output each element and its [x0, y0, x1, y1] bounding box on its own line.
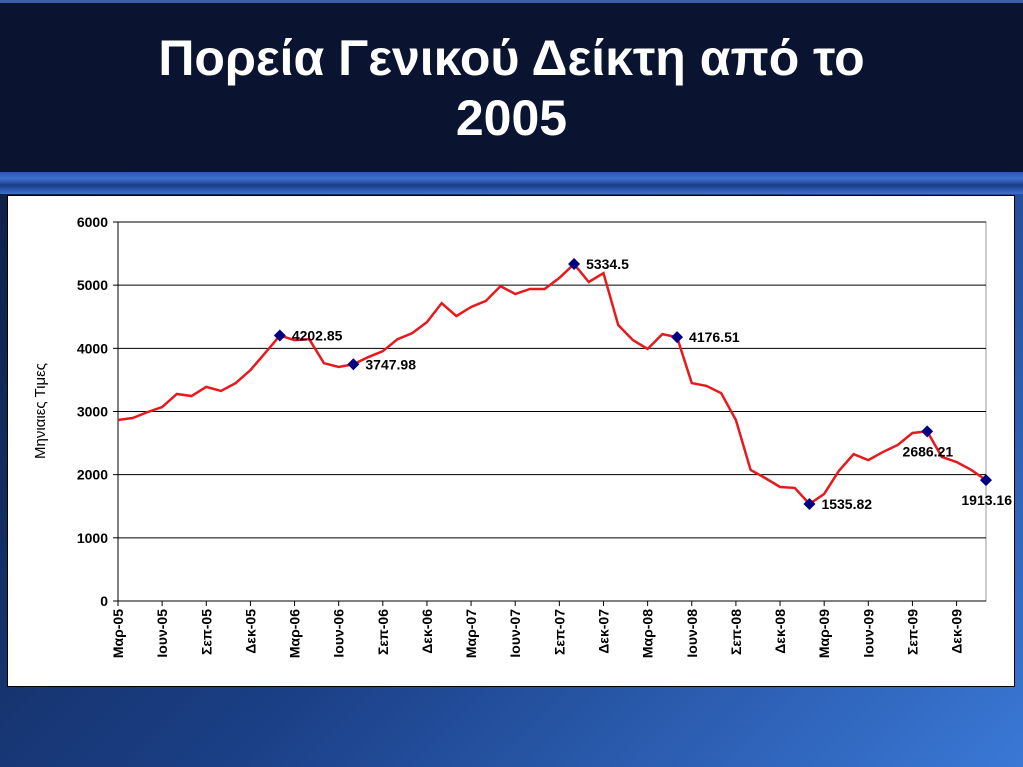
data-label: 4176.51	[689, 329, 740, 345]
y-tick-label: 1000	[77, 530, 108, 546]
x-tick-label: Σεπ-06	[375, 609, 391, 655]
data-marker	[347, 358, 360, 371]
data-marker	[921, 425, 934, 438]
x-tick-label: Δεκ-08	[772, 609, 788, 654]
x-tick-label: Ιουν-08	[684, 609, 700, 658]
y-tick-label: 6000	[77, 214, 108, 230]
x-tick-label: Δεκ-06	[419, 609, 435, 654]
data-label: 1913.16	[961, 492, 1012, 508]
data-label: 5334.5	[586, 256, 629, 272]
data-label: 3747.98	[365, 356, 416, 372]
data-label: 4202.85	[292, 328, 343, 344]
x-tick-label: Ιουν-06	[331, 609, 347, 658]
x-tick-label: Δεκ-05	[242, 609, 258, 654]
y-tick-label: 2000	[77, 467, 108, 483]
y-tick-label: 5000	[77, 277, 108, 293]
data-line	[117, 262, 987, 506]
x-tick-label: Μαρ-06	[287, 609, 303, 658]
x-tick-label: Δεκ-07	[595, 609, 611, 654]
x-tick-label: Ιουν-05	[154, 609, 170, 658]
x-tick-label: Μαρ-05	[110, 609, 126, 658]
x-tick-label: Σεπ-09	[904, 609, 920, 655]
y-tick-label: 3000	[77, 404, 108, 420]
chart-panel	[7, 195, 1015, 687]
x-tick-label: Ιουν-09	[860, 609, 876, 658]
data-marker	[273, 329, 286, 342]
stripe-band	[0, 172, 1023, 194]
x-tick-label: Σεπ-07	[551, 609, 567, 655]
data-marker	[980, 474, 992, 487]
x-tick-label: Ιουν-07	[507, 609, 523, 658]
x-tick-label: Σεπ-08	[728, 609, 744, 655]
data-label: 2686.21	[903, 443, 954, 459]
x-tick-label: Δεκ-09	[949, 609, 965, 654]
header-band	[0, 0, 1023, 172]
x-tick-label: Σεπ-05	[198, 609, 214, 655]
x-tick-label: Μαρ-09	[816, 609, 832, 658]
data-label: 1535.82	[821, 496, 872, 512]
data-marker	[803, 497, 816, 510]
data-marker	[671, 331, 684, 344]
x-tick-label: Μαρ-08	[640, 609, 656, 658]
y-tick-label: 4000	[77, 340, 108, 356]
slide-title: Πορεία Γενικού Δείκτη από το 2005	[158, 30, 865, 146]
y-tick-label: 0	[100, 593, 108, 609]
x-tick-label: Μαρ-07	[463, 609, 479, 658]
y-axis-label: Μηνιαιες Τιμες	[32, 363, 49, 459]
data-marker	[568, 258, 581, 271]
